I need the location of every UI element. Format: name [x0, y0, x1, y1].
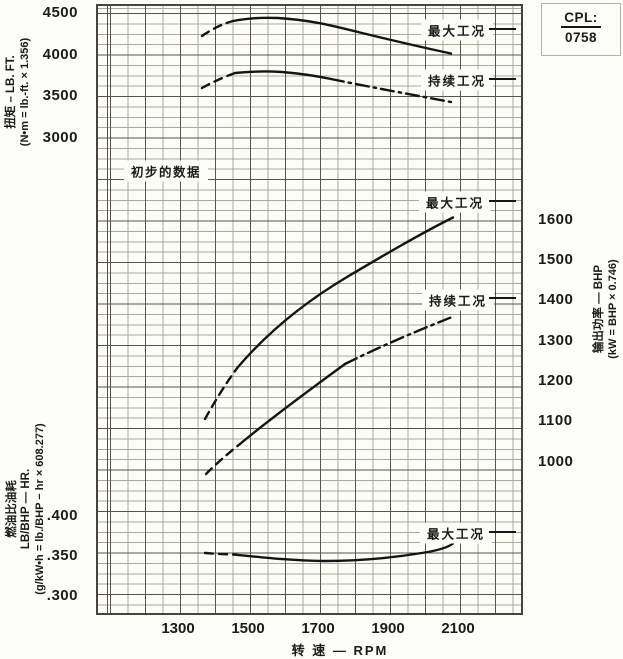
power-cont-leader-line — [489, 297, 516, 299]
torque-max-leader-line — [489, 28, 516, 30]
rpm-tick: 2100 — [441, 620, 475, 637]
fuel-axis-conversion: (g/kW•h = lb./BHP − hr × 608.277) — [34, 423, 46, 595]
fuel-tick: .400 — [46, 507, 78, 524]
power-tick: 1600 — [538, 211, 574, 228]
fuel-tick: .350 — [46, 547, 78, 564]
torque-tick: 3500 — [42, 87, 78, 104]
power-tick: 1300 — [538, 332, 574, 349]
power-tick: 1400 — [538, 291, 574, 308]
torque-tick: 4500 — [42, 4, 78, 21]
torque-cont-leader-line — [489, 78, 516, 80]
fuel-axis-title-en: LB/BHP — HR. — [20, 468, 32, 550]
torque-axis-conversion: (N•m = lb.-ft. × 1.356) — [19, 37, 31, 147]
power-tick: 1100 — [538, 412, 573, 429]
cpl-label: CPL: — [561, 10, 601, 28]
power-max-label: 最大工况 — [418, 191, 492, 213]
fuel-axis-title: 燃油比油耗 LB/BHP — HR. (g/kW•h = lb./BHP − h… — [5, 393, 47, 625]
rpm-tick: 1900 — [371, 620, 405, 637]
fuel-max-leader-line — [489, 531, 516, 533]
power-tick: 1000 — [538, 453, 574, 470]
power-axis-title-main: 输出功率 — BHP — [593, 264, 605, 354]
torque-cont-label: 持续工况 — [420, 69, 494, 91]
fuel-tick: .300 — [46, 587, 78, 604]
torque-axis-title-main: 扭矩 – LB. FT. — [5, 55, 17, 129]
torque-tick: 4000 — [42, 46, 78, 63]
rpm-tick: 1300 — [161, 620, 195, 637]
power-axis-conversion: (kW = BHP × 0.746) — [607, 259, 619, 359]
preliminary-data-note: 初步的数据 — [123, 160, 209, 182]
rpm-tick: 1500 — [231, 620, 265, 637]
cpl-value: 0758 — [564, 30, 598, 45]
power-tick: 1500 — [538, 251, 574, 268]
torque-tick: 3000 — [42, 129, 78, 146]
rpm-axis-title: 转 速 — RPM — [291, 643, 389, 658]
fuel-axis-title-cn: 燃油比油耗 — [6, 480, 18, 538]
power-axis-title: 输出功率 — BHP (kW = BHP × 0.746) — [592, 214, 620, 404]
fuel-max-label: 最大工况 — [419, 522, 493, 544]
power-max-leader-line — [489, 200, 516, 202]
cpl-box: CPL: 0758 — [541, 3, 621, 56]
power-tick: 1200 — [538, 372, 574, 389]
torque-axis-title: 扭矩 – LB. FT. (N•m = lb.-ft. × 1.356) — [4, 2, 32, 182]
torque-max-label: 最大工况 — [420, 19, 494, 41]
rpm-tick: 1700 — [301, 620, 335, 637]
power-cont-label: 持续工况 — [421, 289, 495, 311]
